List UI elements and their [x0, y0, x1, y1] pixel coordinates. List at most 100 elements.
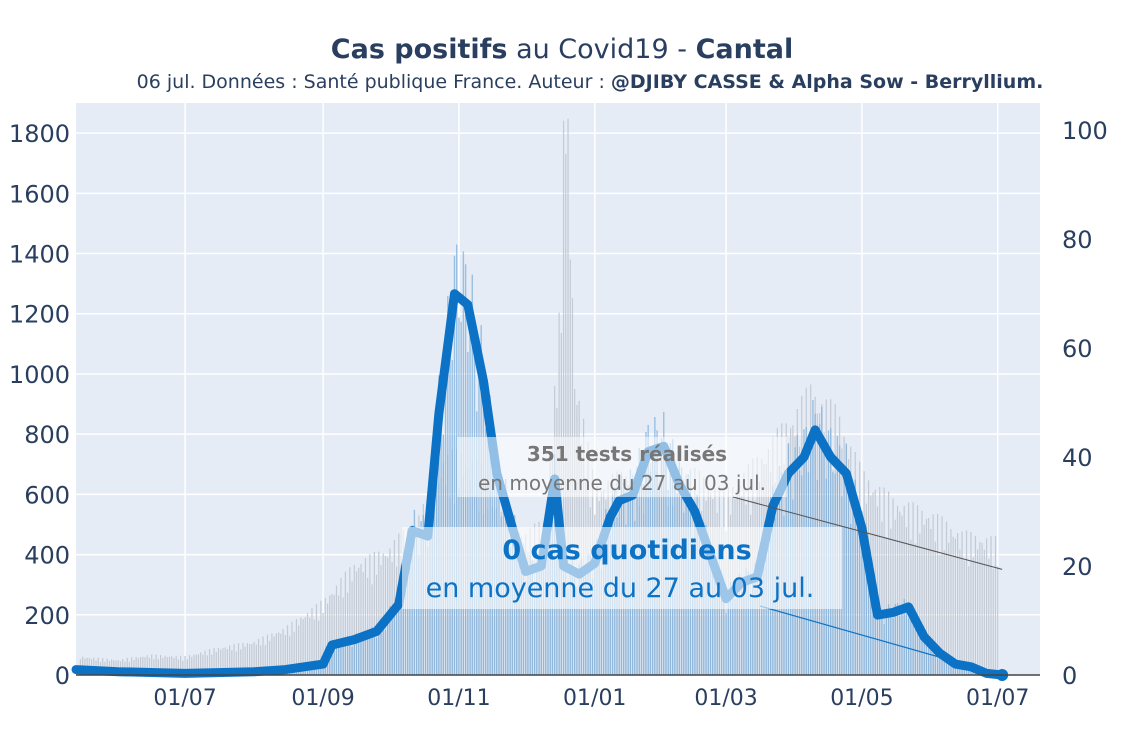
cases-bar [453, 255, 456, 676]
cases-bar [349, 638, 351, 675]
cases-bar [398, 595, 400, 675]
cases-bar [952, 661, 954, 675]
cases-bar [395, 598, 398, 675]
cases-bar [444, 345, 447, 675]
cases-bar [329, 647, 331, 675]
cases-bar [591, 579, 594, 675]
tests-bar [923, 524, 925, 675]
tests-bar [175, 655, 177, 675]
cases-bar [315, 664, 318, 675]
cases-bar [872, 582, 874, 675]
x-tick-label: 01/05 [830, 686, 893, 711]
cases-bar [870, 564, 872, 675]
tests-bar [182, 660, 184, 675]
tests-bar [952, 536, 954, 675]
tests-bar [237, 643, 240, 675]
cases-bar [714, 556, 716, 675]
tests-annotation-title: 351 tests réalisés [527, 442, 727, 466]
tests-bar [204, 650, 206, 675]
x-tick-label: 01/09 [291, 686, 354, 711]
tests-bar [349, 567, 351, 675]
cases-bar [333, 646, 335, 675]
x-tick-label: 01/07 [966, 686, 1029, 711]
tests-bar [262, 636, 264, 675]
cases-bar [919, 623, 921, 675]
tests-bar [338, 595, 340, 675]
cases-bar [344, 641, 347, 675]
tests-bar [148, 657, 151, 675]
cases-bar [901, 610, 903, 675]
subtitle-bold: @DJIBY CASSE & Alpha Sow - Berryllium. [611, 71, 1043, 93]
cases-bar [516, 545, 518, 675]
tests-bar [246, 643, 249, 675]
cases-bar [914, 618, 917, 675]
tests-bar [217, 647, 220, 675]
tests-bar [985, 538, 988, 675]
cases-bar [925, 641, 928, 675]
cases-bar [525, 580, 527, 675]
cases-bar [522, 550, 525, 675]
subtitle-plain: 06 jul. Données : Santé publique France.… [137, 71, 611, 93]
tests-bar [970, 531, 972, 675]
tests-bar [916, 505, 919, 675]
tests-bar [304, 617, 306, 675]
cases-annotation-box [402, 527, 842, 609]
tests-bar [160, 654, 162, 675]
y-left-tick-label: 400 [24, 542, 70, 570]
cases-bar [745, 567, 747, 675]
title-bold-2: Cantal [696, 34, 794, 65]
cases-bar [384, 630, 387, 675]
tests-bar [992, 568, 994, 675]
cases-bar [852, 484, 854, 675]
cases-bar [562, 550, 565, 675]
cases-bar [740, 589, 743, 675]
tests-bar [340, 577, 342, 675]
tests-bar [945, 521, 948, 675]
tests-bar [912, 502, 914, 675]
tests-bar [157, 659, 159, 675]
tests-bar [892, 498, 894, 675]
tests-bar [981, 543, 983, 675]
tests-bar [954, 538, 956, 675]
cases-bar [382, 620, 384, 675]
tests-bar [329, 595, 331, 675]
tests-bar [983, 549, 985, 675]
tests-bar [364, 558, 367, 675]
cases-bar [480, 325, 482, 675]
cases-bar [959, 665, 961, 675]
tests-bar [233, 644, 235, 675]
tests-bar [939, 554, 941, 675]
cases-bar [894, 603, 896, 675]
cases-bar [533, 586, 536, 675]
tests-bar [188, 655, 191, 675]
tests-bar [896, 505, 899, 675]
tests-bar [284, 635, 286, 675]
tests-bar [155, 654, 157, 675]
y-left-tick-label: 0 [55, 662, 70, 690]
cases-bar [346, 636, 349, 675]
cases-bar [569, 563, 571, 675]
cases-bar [378, 627, 380, 675]
cases-bar [858, 537, 861, 675]
tests-bar [211, 654, 213, 675]
cases-bar [567, 588, 569, 675]
tests-bar [979, 541, 981, 675]
tests-bar [306, 613, 309, 675]
tests-bar [373, 551, 375, 675]
cases-bar [362, 632, 364, 675]
tests-bar [977, 549, 979, 675]
tests-bar [146, 655, 148, 675]
tests-bar [164, 655, 166, 675]
tests-bar [950, 529, 952, 675]
tests-bar [244, 646, 246, 675]
tests-bar [122, 658, 124, 675]
cases-bar [309, 666, 311, 675]
cases-bar [965, 667, 968, 675]
y-left-tick-label: 1000 [9, 361, 70, 389]
cases-bar [340, 639, 342, 675]
cases-bar [565, 559, 567, 675]
tests-bar [362, 572, 364, 675]
tests-bar [972, 557, 974, 675]
cases-bar [353, 637, 355, 675]
cases-bar [527, 573, 529, 675]
